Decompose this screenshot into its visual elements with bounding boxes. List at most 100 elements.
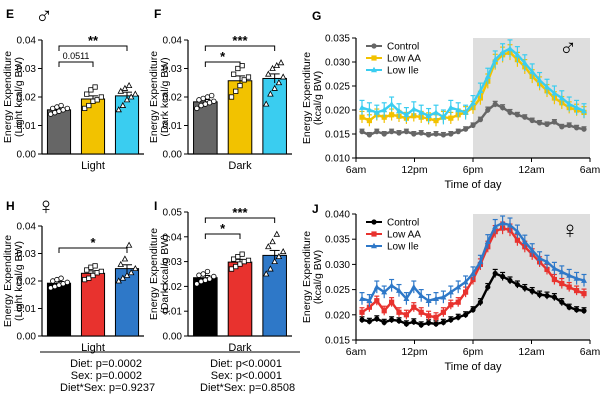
data-point bbox=[396, 287, 402, 293]
y-tick-label: 0.010 bbox=[325, 154, 350, 165]
data-point bbox=[92, 84, 98, 90]
data-point bbox=[233, 88, 239, 94]
data-point bbox=[233, 263, 239, 270]
series-control bbox=[359, 268, 587, 328]
data-point bbox=[117, 260, 125, 267]
data-point bbox=[477, 258, 484, 265]
data-point bbox=[235, 254, 241, 260]
data-point bbox=[448, 317, 454, 323]
data-point bbox=[262, 270, 270, 277]
significance-bracket bbox=[58, 45, 128, 51]
y-axis-label-unit: (Dark kcal/g BW) bbox=[159, 234, 171, 313]
data-point bbox=[551, 294, 558, 300]
data-point bbox=[433, 117, 439, 124]
significance-label: * bbox=[90, 235, 96, 250]
y-tick-label: 0.030 bbox=[325, 58, 350, 69]
data-point bbox=[418, 322, 424, 328]
data-point bbox=[529, 247, 536, 253]
data-point bbox=[86, 275, 92, 281]
significance-bracket bbox=[58, 247, 128, 253]
stats-dark-diet: Diet: p<0.0001 bbox=[210, 358, 282, 370]
data-point bbox=[403, 312, 409, 318]
data-point bbox=[433, 321, 439, 327]
legend-label: Control bbox=[387, 218, 419, 229]
data-point bbox=[521, 59, 528, 66]
data-point bbox=[566, 101, 573, 107]
data-point bbox=[411, 131, 417, 137]
panel-letter-g: G bbox=[312, 9, 321, 23]
stats-light-interaction: Diet*Sex: p=0.9237 bbox=[60, 382, 156, 394]
data-point bbox=[279, 248, 287, 255]
data-point bbox=[381, 131, 387, 137]
y-tick-label: 0.020 bbox=[325, 310, 350, 321]
data-point bbox=[455, 106, 462, 113]
data-point bbox=[123, 96, 131, 103]
data-point bbox=[194, 105, 200, 112]
data-point bbox=[492, 101, 498, 107]
data-point bbox=[241, 77, 247, 83]
data-point bbox=[477, 299, 483, 305]
data-point bbox=[403, 321, 409, 327]
data-point bbox=[448, 131, 454, 137]
data-point bbox=[462, 278, 469, 285]
data-point bbox=[273, 230, 281, 237]
data-point bbox=[275, 79, 283, 86]
data-point bbox=[245, 257, 252, 263]
data-point bbox=[574, 288, 580, 294]
data-point bbox=[529, 117, 535, 124]
data-point bbox=[507, 277, 513, 284]
bar-low-ile bbox=[262, 254, 287, 337]
legend-label: Low Ile bbox=[387, 66, 419, 77]
data-point bbox=[403, 295, 410, 301]
data-point bbox=[544, 266, 550, 273]
data-point bbox=[381, 319, 387, 325]
y-tick-label: 0.00 bbox=[17, 150, 37, 161]
y-tick-label: 0.03 bbox=[163, 64, 183, 75]
y-axis-label: Energy Expenditure bbox=[148, 228, 160, 320]
data-point bbox=[551, 276, 557, 283]
y-axis-label-unit: (Light kcal/g BW) bbox=[13, 241, 25, 321]
data-point bbox=[433, 314, 439, 320]
y-tick-label: 0.035 bbox=[325, 34, 350, 45]
legend-label: Low AA bbox=[387, 54, 421, 65]
data-point bbox=[463, 126, 469, 132]
data-point bbox=[373, 109, 380, 115]
data-point bbox=[241, 258, 247, 265]
data-point bbox=[374, 316, 380, 322]
series-control bbox=[359, 100, 587, 138]
significance-label: * bbox=[220, 49, 226, 64]
data-point bbox=[269, 64, 276, 71]
data-point bbox=[418, 309, 424, 315]
data-point bbox=[499, 49, 506, 55]
data-point bbox=[125, 81, 133, 88]
data-point bbox=[86, 102, 92, 109]
data-point bbox=[366, 106, 373, 113]
significance-bracket bbox=[204, 217, 276, 223]
sex-symbol-h: ♀ bbox=[37, 193, 55, 220]
data-point bbox=[279, 73, 287, 80]
data-point bbox=[366, 117, 372, 124]
data-point bbox=[98, 94, 104, 100]
bar-low-aa bbox=[227, 261, 253, 337]
data-point bbox=[211, 98, 217, 104]
data-point bbox=[194, 281, 200, 287]
data-point bbox=[574, 125, 580, 131]
data-point bbox=[119, 101, 127, 108]
data-point bbox=[265, 243, 272, 250]
data-point bbox=[388, 101, 395, 107]
data-point bbox=[433, 109, 439, 115]
data-point bbox=[64, 105, 71, 112]
stats-light-sex: Sex: p=0.0002 bbox=[70, 370, 142, 382]
data-point bbox=[507, 221, 513, 228]
dark-phase-shading bbox=[473, 38, 590, 158]
x-tick-label: 6pm bbox=[463, 164, 484, 176]
y-axis-label-unit: (kcal/g BW) bbox=[312, 250, 324, 304]
data-point bbox=[418, 292, 425, 298]
data-point bbox=[381, 308, 387, 314]
x-tick-label: 6am bbox=[580, 164, 600, 176]
data-point bbox=[477, 87, 484, 94]
data-point bbox=[440, 114, 447, 120]
data-point bbox=[275, 253, 283, 260]
